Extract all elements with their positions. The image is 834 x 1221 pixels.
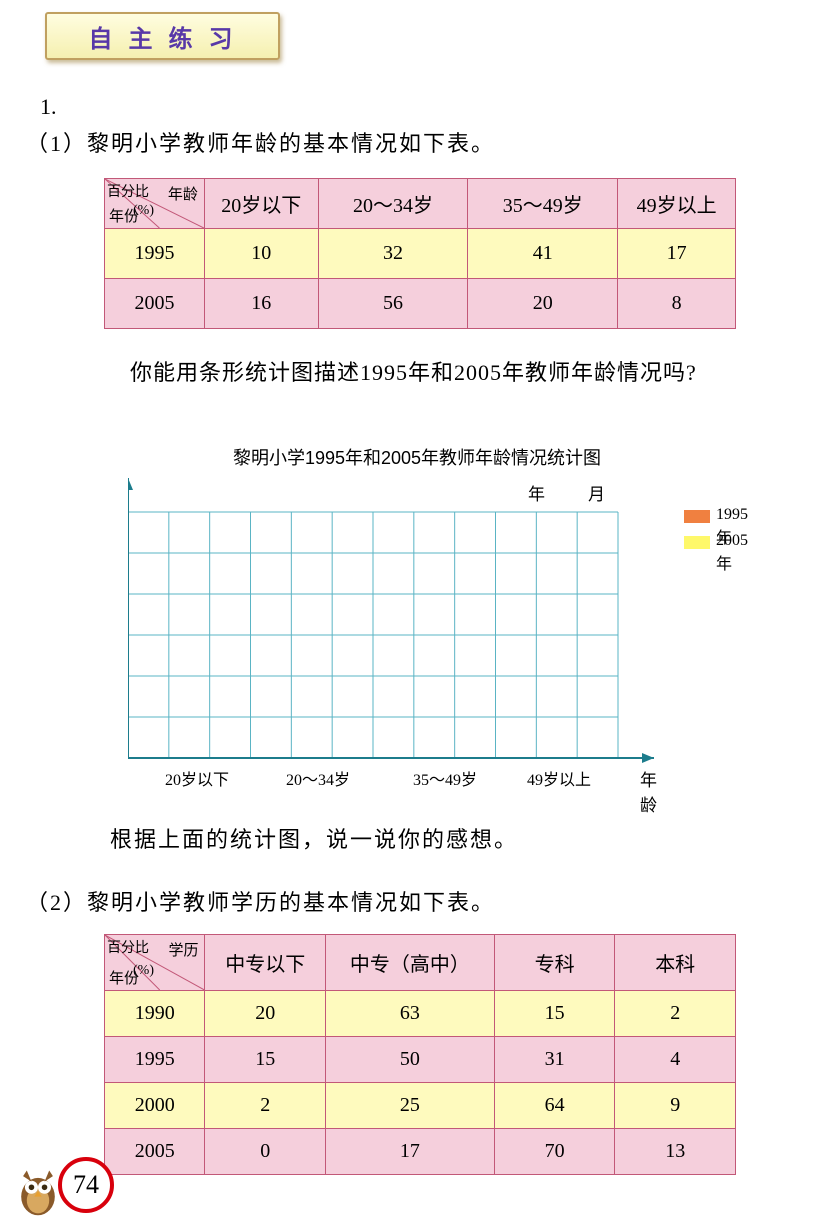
x-tick: 20～34岁 — [263, 766, 373, 790]
data-cell: 20 — [468, 279, 618, 329]
chart-grid — [128, 478, 668, 778]
table-corner: 学历 (%) 年份 百分比 — [105, 935, 205, 991]
table-corner: 年龄 (%) 年份 百分比 — [105, 179, 205, 229]
col-header: 专科 — [494, 935, 615, 991]
data-cell: 0 — [205, 1129, 326, 1175]
chart-title: 黎明小学1995年和2005年教师年龄情况统计图 — [0, 444, 834, 470]
col-header: 中专（高中） — [326, 935, 495, 991]
data-cell: 9 — [615, 1083, 736, 1129]
corner-top-label: 年龄 — [168, 183, 198, 204]
x-tick: 20岁以下 — [142, 766, 252, 790]
data-cell: 20 — [205, 991, 326, 1037]
table-row: 1995 10 32 41 17 — [105, 229, 736, 279]
table-row: 1990 20 63 15 2 — [105, 991, 736, 1037]
year-cell: 2005 — [105, 1129, 205, 1175]
data-cell: 32 — [318, 229, 468, 279]
banner-title: 自主练习 — [77, 19, 249, 54]
data-cell: 4 — [615, 1037, 736, 1083]
corner-top-label: 学历 — [168, 939, 198, 960]
data-cell: 64 — [494, 1083, 615, 1129]
col-header: 35～49岁 — [468, 179, 618, 229]
year-cell: 1995 — [105, 1037, 205, 1083]
question-1-after-table: 你能用条形统计图描述1995年和2005年教师年龄情况吗? — [130, 355, 697, 387]
data-cell: 2 — [615, 991, 736, 1037]
data-cell: 50 — [326, 1037, 495, 1083]
col-header: 20岁以下 — [204, 179, 318, 229]
question-2-lead: （2）黎明小学教师学历的基本情况如下表。 — [26, 885, 495, 917]
year-cell: 1995 — [105, 229, 205, 279]
corner-bottom-label: 年份 — [109, 967, 139, 988]
year-cell: 2005 — [105, 279, 205, 329]
table-row: 1995 15 50 31 4 — [105, 1037, 736, 1083]
col-header: 本科 — [615, 935, 736, 991]
data-cell: 15 — [494, 991, 615, 1037]
legend-swatch-2005 — [684, 536, 710, 549]
data-cell: 25 — [326, 1083, 495, 1129]
data-cell: 31 — [494, 1037, 615, 1083]
x-axis-label: 年龄 — [640, 766, 657, 816]
data-cell: 63 — [326, 991, 495, 1037]
data-cell: 56 — [318, 279, 468, 329]
col-header: 中专以下 — [205, 935, 326, 991]
table-row: 2005 0 17 70 13 — [105, 1129, 736, 1175]
data-cell: 2 — [205, 1083, 326, 1129]
corner-bottom-label: 年份 — [109, 205, 139, 226]
data-cell: 70 — [494, 1129, 615, 1175]
banner: 自主练习 — [45, 12, 280, 60]
table-row: 年龄 (%) 年份 百分比 20岁以下 20～34岁 35～49岁 49岁以上 — [105, 179, 736, 229]
question-1-after-chart: 根据上面的统计图，说一说你的感想。 — [110, 822, 518, 854]
question-1-number: 1. — [40, 94, 57, 120]
legend-label-2005: 2005年 — [716, 532, 748, 574]
question-1-part1: （1）黎明小学教师年龄的基本情况如下表。 — [26, 126, 495, 158]
col-header: 20～34岁 — [318, 179, 468, 229]
year-cell: 1990 — [105, 991, 205, 1037]
data-cell: 16 — [204, 279, 318, 329]
table-row: 学历 (%) 年份 百分比 中专以下 中专（高中） 专科 本科 — [105, 935, 736, 991]
data-cell: 17 — [618, 229, 736, 279]
table-row: 2000 2 25 64 9 — [105, 1083, 736, 1129]
corner-diag-label: 百分比 — [107, 937, 149, 957]
data-cell: 17 — [326, 1129, 495, 1175]
teacher-education-table: 学历 (%) 年份 百分比 中专以下 中专（高中） 专科 本科 1990 20 … — [104, 934, 736, 1175]
corner-diag-label: 百分比 — [107, 181, 149, 201]
owl-icon — [10, 1163, 66, 1219]
page-number-badge: 74 — [58, 1157, 114, 1213]
teacher-age-table: 年龄 (%) 年份 百分比 20岁以下 20～34岁 35～49岁 49岁以上 … — [104, 178, 736, 329]
col-header: 49岁以上 — [618, 179, 736, 229]
page-number: 74 — [73, 1170, 99, 1200]
data-cell: 13 — [615, 1129, 736, 1175]
x-tick: 49岁以上 — [504, 766, 614, 790]
data-cell: 41 — [468, 229, 618, 279]
table-row: 2005 16 56 20 8 — [105, 279, 736, 329]
data-cell: 10 — [204, 229, 318, 279]
data-cell: 8 — [618, 279, 736, 329]
x-tick: 35～49岁 — [390, 766, 500, 790]
legend-swatch-1995 — [684, 510, 710, 523]
year-cell: 2000 — [105, 1083, 205, 1129]
data-cell: 15 — [205, 1037, 326, 1083]
